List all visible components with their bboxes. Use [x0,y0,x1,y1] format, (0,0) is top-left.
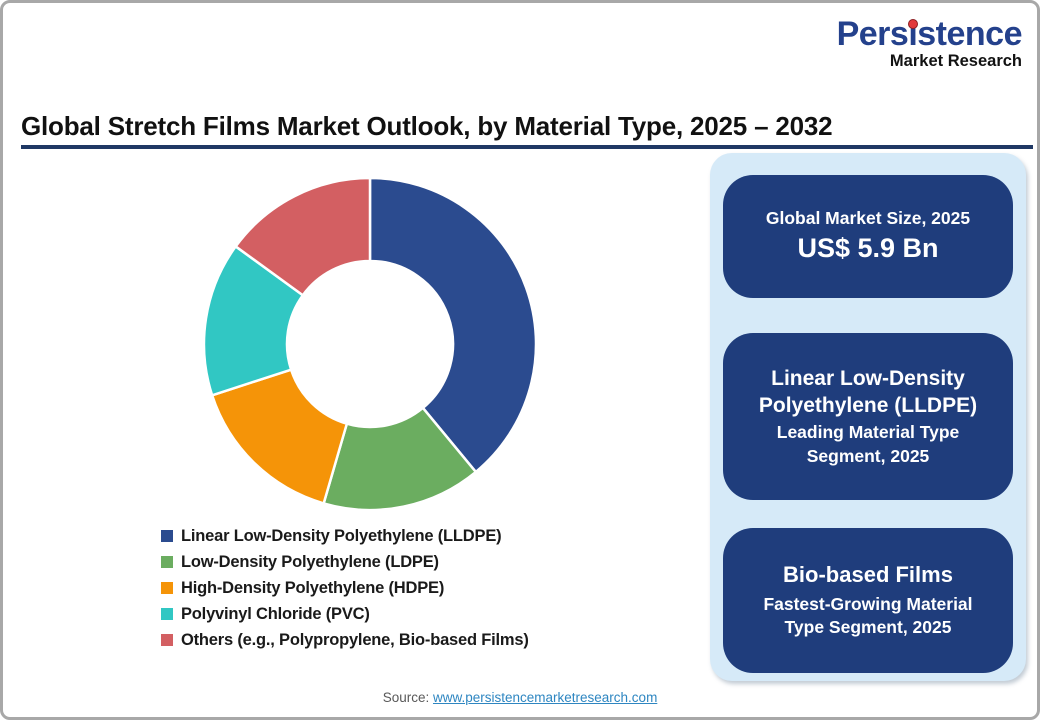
legend-item: Linear Low-Density Polyethylene (LLDPE) [161,523,529,549]
legend-swatch [161,530,173,542]
donut-slice-2 [210,368,349,505]
source-label: Source: [382,690,430,705]
legend-swatch [161,556,173,568]
legend-swatch [161,582,173,594]
legend-label: High-Density Polyethylene (HDPE) [181,578,445,597]
logo-word-part1: Pers [836,15,909,53]
stat-box-title: Global Market Size, 2025 [765,208,971,229]
legend-item: Low-Density Polyethylene (LDPE) [161,549,529,575]
title-underline [21,145,1033,149]
logo-word-part2: stence [917,15,1022,53]
stat-box-subtitle: Leading Material Type Segment, 2025 [776,422,960,466]
donut-chart-svg [202,176,538,512]
page-title: Global Stretch Films Market Outlook, by … [21,111,833,141]
persistence-market-research-logo: Persistence Market Research [836,15,1023,70]
donut-slice-0 [368,176,538,474]
legend-label: Low-Density Polyethylene (LDPE) [181,552,439,571]
donut-chart [202,176,538,512]
stat-box-fastest-growing: Bio-based Films Fastest-Growing Material… [723,528,1013,673]
chart-legend: Linear Low-Density Polyethylene (LLDPE) … [161,523,529,653]
stat-box-market-size: Global Market Size, 2025 US$ 5.9 Bn [723,175,1013,298]
legend-item: Polyvinyl Chloride (PVC) [161,601,529,627]
stat-box-subtitle: Fastest-Growing Material Type Segment, 2… [763,593,973,638]
legend-label: Others (e.g., Polypropylene, Bio-based F… [181,630,529,649]
donut-slice-4 [234,176,372,297]
legend-label: Polyvinyl Chloride (PVC) [181,604,370,623]
highlights-panel: Global Market Size, 2025 US$ 5.9 Bn Line… [710,153,1026,681]
legend-swatch [161,608,173,620]
stat-box-title: Linear Low-Density Polyethylene (LLDPE) [758,366,978,417]
legend-swatch [161,634,173,646]
legend-item: Others (e.g., Polypropylene, Bio-based F… [161,627,529,653]
source-line: Source: www.persistencemarketresearch.co… [3,690,1037,705]
stat-box-value: US$ 5.9 Bn [797,232,939,263]
logo-wordmark: Persistence [836,15,1023,53]
stat-box-leading-segment: Linear Low-Density Polyethylene (LLDPE) … [723,333,1013,500]
legend-label: Linear Low-Density Polyethylene (LLDPE) [181,526,502,545]
logo-word-dotted-i: i [908,15,918,53]
logo-subtitle: Market Research [889,52,1022,70]
source-link[interactable]: www.persistencemarketresearch.com [432,690,658,705]
donut-slice-1 [322,406,478,512]
legend-item: High-Density Polyethylene (HDPE) [161,575,529,601]
stat-box-title: Bio-based Films [783,562,953,588]
